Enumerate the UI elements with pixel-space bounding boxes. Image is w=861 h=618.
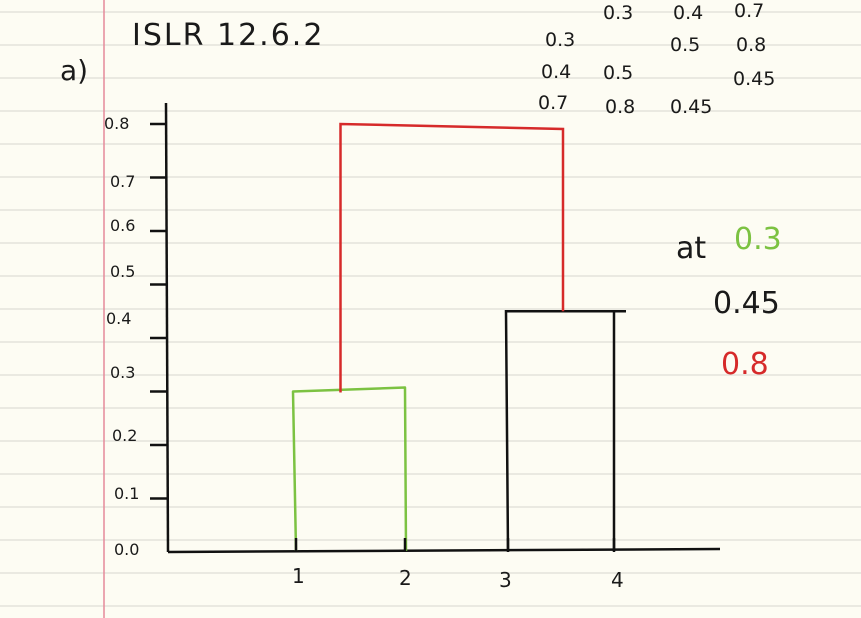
- y-tick-label: 0.6: [110, 216, 136, 235]
- matrix-cell: 0.7: [538, 92, 569, 114]
- matrix-cell: 0.45: [670, 96, 713, 118]
- matrix-cell: 0.8: [605, 96, 636, 118]
- dendrogram-axes: [164, 102, 721, 554]
- y-tick-label: 0.3: [110, 363, 136, 382]
- matrix-cell: 0.8: [736, 34, 767, 56]
- y-tick-label: 0.2: [112, 426, 138, 445]
- matrix-cell: 0.3: [603, 2, 634, 24]
- note-height-black: 0.45: [713, 286, 780, 321]
- matrix-cell: 0.3: [545, 29, 576, 51]
- y-tick-label: 0.8: [104, 114, 130, 133]
- leaf-label: 3: [499, 568, 512, 592]
- leaf-label: 4: [611, 568, 624, 592]
- y-tick-label: 0.5: [110, 262, 136, 281]
- matrix-cell: 0.5: [603, 62, 634, 84]
- page-title: ISLR 12.6.2: [132, 18, 325, 53]
- matrix-cell: 0.7: [734, 0, 765, 22]
- ruled-lines: [0, 11, 861, 607]
- note-height-green: 0.3: [734, 222, 782, 257]
- y-axis: [164, 102, 170, 553]
- y-tick-label: 0.1: [114, 484, 140, 503]
- merge-link-1-2: [291, 386, 408, 552]
- leaf-label: 1: [292, 564, 305, 588]
- y-tick-label: 0.0: [114, 540, 140, 559]
- matrix-cell: 0.4: [673, 2, 704, 24]
- x-axis: [167, 547, 721, 554]
- note-height-red: 0.8: [721, 347, 769, 382]
- matrix-cell: 0.5: [670, 34, 701, 56]
- merge-link-3-4: [504, 310, 626, 552]
- note-at: at: [676, 231, 707, 266]
- leaf-label: 2: [399, 566, 412, 590]
- dendrogram-links: [291, 122, 626, 552]
- y-axis-ticks: [150, 122, 167, 500]
- merge-link-12-34: [339, 122, 565, 393]
- part-label: a): [60, 54, 89, 87]
- matrix-cell: 0.4: [541, 61, 572, 83]
- y-tick-label: 0.4: [106, 309, 132, 328]
- y-tick-label: 0.7: [110, 172, 136, 191]
- matrix-cell: 0.45: [733, 68, 776, 90]
